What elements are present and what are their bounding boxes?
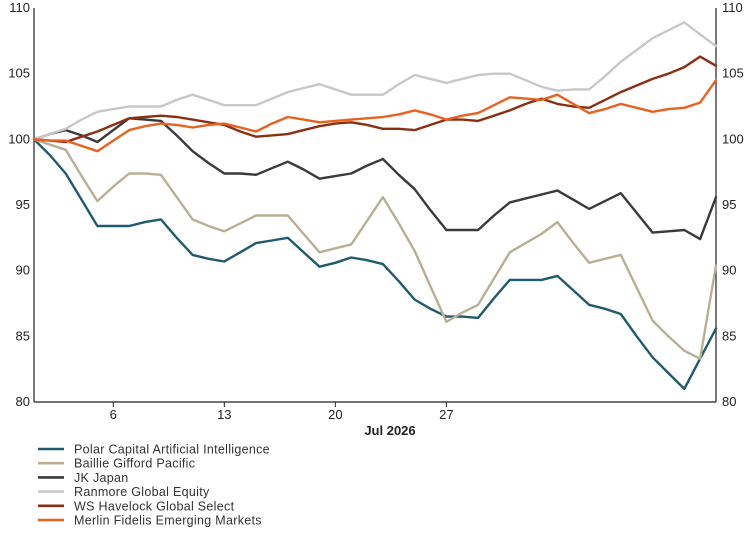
series-line xyxy=(32,55,718,144)
y-tick-label-right: 85 xyxy=(722,328,736,343)
y-tick-label-right: 110 xyxy=(722,0,743,15)
series-line xyxy=(32,138,718,391)
y-tick-label-left: 85 xyxy=(16,328,30,343)
chart-legend: Polar Capital Artificial IntelligenceBai… xyxy=(38,443,270,528)
x-tick-label: 6 xyxy=(110,407,117,422)
legend-label: WS Havelock Global Select xyxy=(74,499,235,513)
y-tick-label-left: 90 xyxy=(16,263,30,278)
legend-label: Polar Capital Artificial Intelligence xyxy=(74,443,270,457)
x-tick-label: 20 xyxy=(328,407,342,422)
legend-label: Merlin Fidelis Emerging Markets xyxy=(74,514,262,528)
series-line xyxy=(32,138,718,360)
series-line xyxy=(32,117,718,241)
y-tick-label-left: 110 xyxy=(9,0,30,15)
y-tick-label-right: 100 xyxy=(722,131,744,146)
y-tick-label-right: 80 xyxy=(722,394,736,409)
y-tick-label-left: 100 xyxy=(8,131,30,146)
y-tick-label-left: 95 xyxy=(16,197,30,212)
series-line xyxy=(32,78,718,153)
y-tick-label-right: 105 xyxy=(722,66,744,81)
legend-label: JK Japan xyxy=(74,471,129,485)
y-tick-label-right: 90 xyxy=(722,263,736,278)
legend-label: Ranmore Global Equity xyxy=(74,485,210,499)
y-tick-label-left: 80 xyxy=(16,394,30,409)
y-tick-label-right: 95 xyxy=(722,197,736,212)
x-tick-label: 27 xyxy=(439,407,453,422)
y-tick-label-left: 105 xyxy=(8,66,30,81)
series-line xyxy=(32,21,718,141)
x-axis-label: Jul 2026 xyxy=(364,423,415,438)
legend-label: Baillie Gifford Pacific xyxy=(74,457,195,471)
series-lines xyxy=(32,21,718,391)
x-tick-label: 13 xyxy=(217,407,231,422)
chart-axes: 80 80 85 85 90 90 95 95 100 100 105 105 110 110 6 13 20 2… xyxy=(8,0,743,438)
